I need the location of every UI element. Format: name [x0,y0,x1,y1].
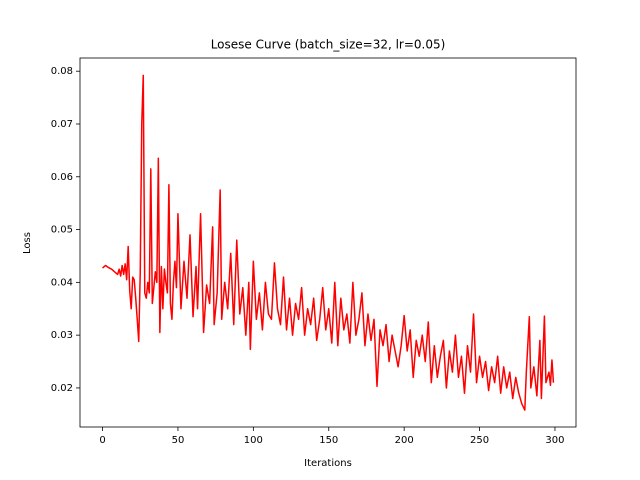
x-tick-label: 50 [172,435,185,446]
x-tick-label: 150 [319,435,338,446]
x-tick-label: 300 [545,435,564,446]
y-tick-label: 0.04 [51,277,73,288]
y-tick-label: 0.02 [51,383,73,394]
plot-frame [79,57,577,428]
loss-line [102,74,555,411]
y-tick-label: 0.03 [51,330,73,341]
x-tick-label: 0 [99,435,105,446]
x-tick-label: 250 [470,435,489,446]
y-tick-label: 0.05 [51,225,73,236]
chart-title: Losese Curve (batch_size=32, lr=0.05) [211,38,446,52]
y-tick-label: 0.07 [51,119,73,130]
y-axis-label: Loss [22,232,33,254]
y-tick-label: 0.06 [51,172,73,183]
y-tick-label: 0.08 [51,66,73,77]
x-axis-label: Iterations [304,458,352,469]
x-tick-label: 200 [395,435,414,446]
x-tick-label: 100 [244,435,263,446]
